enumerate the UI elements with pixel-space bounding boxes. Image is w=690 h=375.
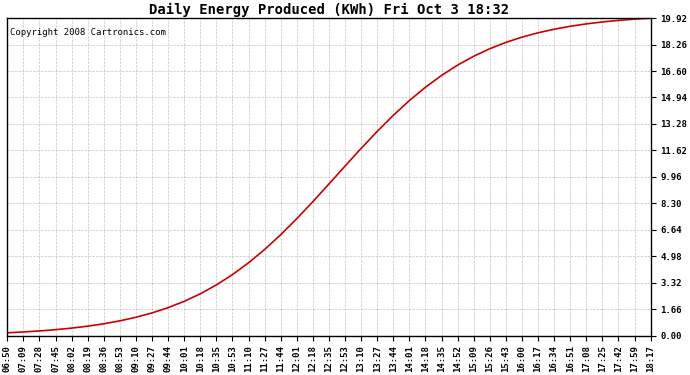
Text: Copyright 2008 Cartronics.com: Copyright 2008 Cartronics.com bbox=[10, 28, 166, 37]
Title: Daily Energy Produced (KWh) Fri Oct 3 18:32: Daily Energy Produced (KWh) Fri Oct 3 18… bbox=[149, 3, 509, 17]
